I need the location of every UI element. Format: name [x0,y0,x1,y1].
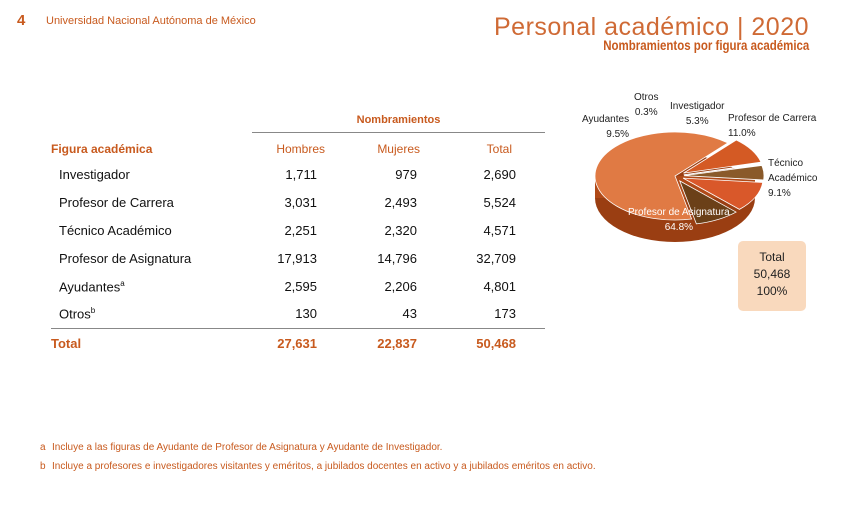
footnote-marker: b [90,306,96,315]
row-label: Profesor de Carrera [59,195,174,210]
pie-label-profesor-carrera: Profesor de Carrera 11.0% [728,111,816,141]
footnote-b: b Incluye a profesores e investigadores v… [40,461,596,472]
cell-mujeres: 2,320 [384,223,417,238]
footnote-marker: b [40,461,46,472]
page-title: Personal académico | 2020 [493,13,809,41]
institution-name: Universidad Nacional Autónoma de México [46,15,256,27]
table-group-header: Nombramientos [356,114,441,126]
cell-total: 2,690 [483,167,516,182]
pie-label-investigador: Investigador 5.3% [670,99,724,129]
slice-percent: 5.3% [685,116,709,127]
cell-mujeres: 979 [395,167,417,182]
cell-hombres: 3,031 [284,195,317,210]
table-row: Investigador 1,711 979 2,690 [0,167,560,189]
cell-mujeres: 43 [402,306,417,321]
slice-name: Investigador [670,101,725,112]
row-label: Técnico Académico [59,223,172,238]
group-header-rule [252,132,545,133]
slice-percent: 64.8% [664,222,694,233]
table-row: Profesor de Asignatura 17,913 14,796 32,… [0,251,560,273]
slice-name: Profesor de Asignatura [628,207,730,218]
pie-label-otros: Otros 0.3% [634,90,658,120]
slice-name: Técnico Académico [768,158,818,184]
cell-hombres: 130 [295,306,317,321]
cell-total: 173 [494,306,516,321]
cell-total: 4,801 [483,279,516,294]
page-subtitle: Nombramientos por figura académica [602,37,809,53]
footnote-marker: a [40,442,46,453]
table-row: Ayudantesa 2,595 2,206 4,801 [0,279,560,301]
pie-slice [678,179,737,225]
pie-slice [594,131,729,221]
table-row: Técnico Académico 2,251 2,320 4,571 [0,223,560,245]
pie-chart [594,131,765,242]
slice-percent: 9.1% [768,188,791,199]
pie-slices [594,131,765,225]
table-bottom-rule [51,328,545,329]
table-row: Otrosb 130 43 173 [0,306,560,328]
footnote-text: Incluye a las figuras de Ayudante de Pro… [52,442,443,453]
cell-total: 32,709 [476,251,516,266]
footnote-a: a Incluye a las figuras de Ayudante de Pr… [40,442,442,453]
slice-percent: 0.3% [634,107,658,118]
pie-slice [683,163,763,176]
total-total: 50,468 [476,336,516,351]
pie-label-profesor-asignatura: Profesor de Asignatura 64.8% [628,205,730,235]
total-box-label: Total [759,250,785,264]
cell-hombres: 1,711 [285,167,317,182]
slice-percent: 9.5% [606,129,630,140]
column-header-mujeres: Mujeres [377,142,420,156]
pie-label-tecnico: Técnico Académico 9.1% [768,156,818,201]
slice-name: Ayudantes [582,114,630,125]
slice-percent: 11.0% [728,128,756,139]
pie-slice [683,165,765,181]
total-box-percent: 100% [756,284,788,298]
total-box-value: 50,468 [753,267,791,281]
footnote-text: Incluye a profesores e investigadores vi… [52,461,596,472]
total-label: Total [51,336,82,351]
column-header-hombres: Hombres [276,142,325,156]
row-label: Investigador [59,167,130,182]
slice-name: Otros [634,92,659,103]
column-header-figura: Figura académica [51,142,153,156]
footnote-marker: a [120,279,125,288]
slice-name: Profesor de Carrera [728,113,817,124]
cell-hombres: 17,913 [277,251,317,266]
cell-total: 4,571 [483,223,516,238]
page-number: 4 [17,12,26,29]
row-label: Profesor de Asignatura [59,251,192,266]
row-label: Otrosb [59,306,96,322]
column-header-total: Total [486,142,512,156]
cell-hombres: 2,595 [284,279,317,294]
row-label: Ayudantesa [59,279,125,295]
pie-total-box: Total 50,468 100% [738,241,806,311]
table-row: Profesor de Carrera 3,031 2,493 5,524 [0,195,560,217]
cell-mujeres: 14,796 [377,251,417,266]
total-mujeres: 22,837 [377,336,417,351]
pie-label-ayudantes: Ayudantes 9.5% [582,112,629,142]
cell-mujeres: 2,493 [384,195,417,210]
total-hombres: 27,631 [277,336,317,351]
pie-slice [682,177,764,210]
cell-hombres: 2,251 [284,223,317,238]
cell-mujeres: 2,206 [384,279,417,294]
table-total-row: Total 27,631 22,837 50,468 [0,336,560,358]
pie-slice [683,139,762,174]
cell-total: 5,524 [483,195,516,210]
